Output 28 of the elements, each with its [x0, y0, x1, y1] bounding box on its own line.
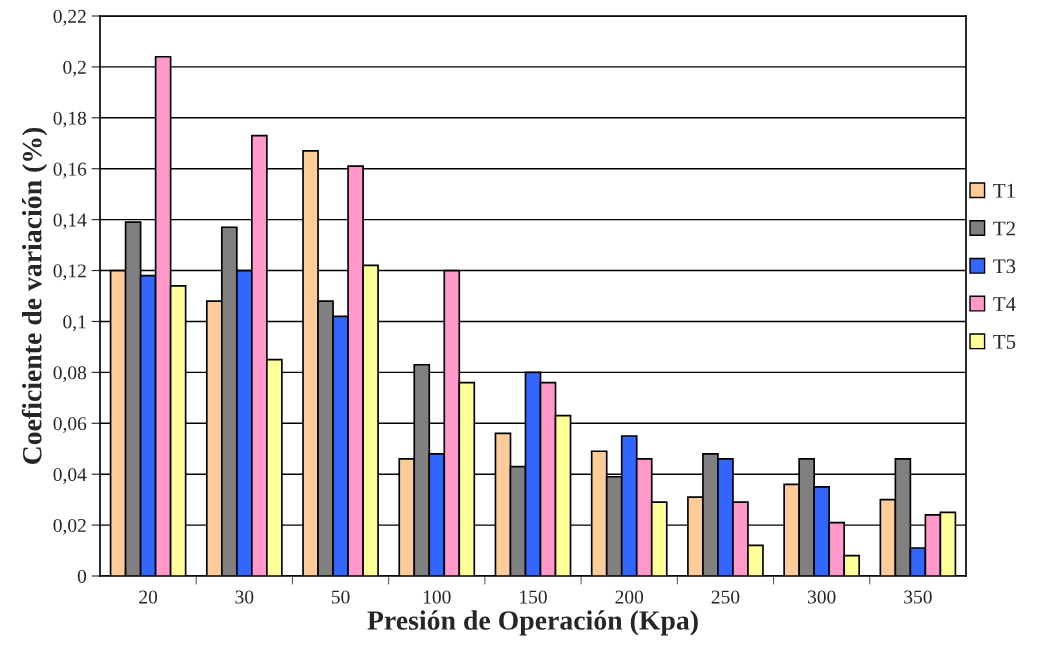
y-tick-label: 0,14 [53, 213, 87, 230]
x-tick-label: 350 [904, 590, 932, 604]
legend-label: T2 [993, 221, 1015, 236]
x-tick-label: 250 [711, 590, 740, 604]
y-tick-label: 0,2 [63, 60, 86, 77]
legend-label: T1 [993, 183, 1015, 198]
y-tick-label: 0,1 [63, 315, 86, 332]
x-tick-label: 50 [331, 590, 350, 604]
x-tick-label: 30 [235, 590, 254, 604]
legend-label: T3 [993, 259, 1016, 274]
x-tick-label: 100 [423, 590, 451, 604]
x-tick-label: 20 [139, 590, 158, 604]
y-tick-label: 0,16 [53, 162, 87, 179]
x-tick-label: 150 [520, 590, 547, 604]
y-tick-label: 0,18 [53, 111, 87, 128]
y-tick-label: 0,02 [53, 518, 86, 535]
y-tick-label: 0,04 [53, 468, 87, 484]
y-tick-label: 0,22 [53, 9, 86, 26]
y-tick-label: 0 [77, 569, 87, 583]
y-tick-label: 0,12 [53, 264, 86, 281]
x-tick-label: 300 [808, 590, 836, 604]
y-tick-label: 0,06 [53, 417, 87, 434]
legend-label: T5 [993, 334, 1016, 349]
y-axis-title: Coeficiente de variación (%) [21, 127, 48, 464]
x-tick-label: 200 [615, 590, 644, 604]
legend-label: T4 [993, 297, 1016, 311]
y-tick-label: 0,08 [53, 366, 87, 383]
x-axis-title: Presión de Operación (Kpa) [367, 610, 698, 636]
